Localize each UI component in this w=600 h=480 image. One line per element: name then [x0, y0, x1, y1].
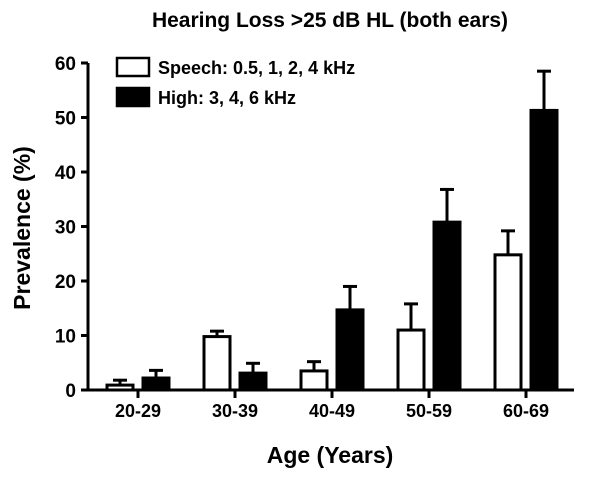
bar-high: [432, 220, 462, 392]
bar-high: [335, 308, 365, 392]
y-tick-label: 20: [55, 272, 76, 293]
legend-swatch: [115, 56, 151, 78]
y-tick-label: 60: [55, 54, 76, 75]
x-tick-label: 40-49: [309, 401, 355, 421]
y-axis-label: Prevalence (%): [9, 146, 35, 310]
x-tick-label: 60-69: [503, 401, 549, 421]
legend-swatch: [115, 86, 151, 108]
bar-high: [238, 371, 268, 392]
bar-speech: [202, 335, 232, 392]
y-tick-label: 30: [55, 218, 76, 239]
legend-label: Speech: 0.5, 1, 2, 4 kHz: [158, 58, 355, 78]
bar-high: [141, 376, 171, 392]
bar-speech: [299, 369, 329, 392]
bar-speech: [493, 253, 523, 392]
chart-title: Hearing Loss >25 dB HL (both ears): [152, 9, 508, 32]
x-tick-label: 30-39: [212, 401, 258, 421]
x-tick-label: 50-59: [406, 401, 452, 421]
x-tick-label: 20-29: [115, 401, 161, 421]
legend-label: High: 3, 4, 6 kHz: [158, 88, 296, 108]
x-axis-label: Age (Years): [267, 442, 394, 468]
bar-speech: [105, 383, 135, 392]
y-tick-label: 50: [55, 109, 76, 130]
y-tick-label: 40: [55, 163, 76, 184]
bar-high: [529, 108, 559, 392]
y-tick-label: 0: [65, 381, 76, 402]
bar-speech: [396, 328, 426, 392]
y-tick-label: 10: [55, 327, 76, 348]
